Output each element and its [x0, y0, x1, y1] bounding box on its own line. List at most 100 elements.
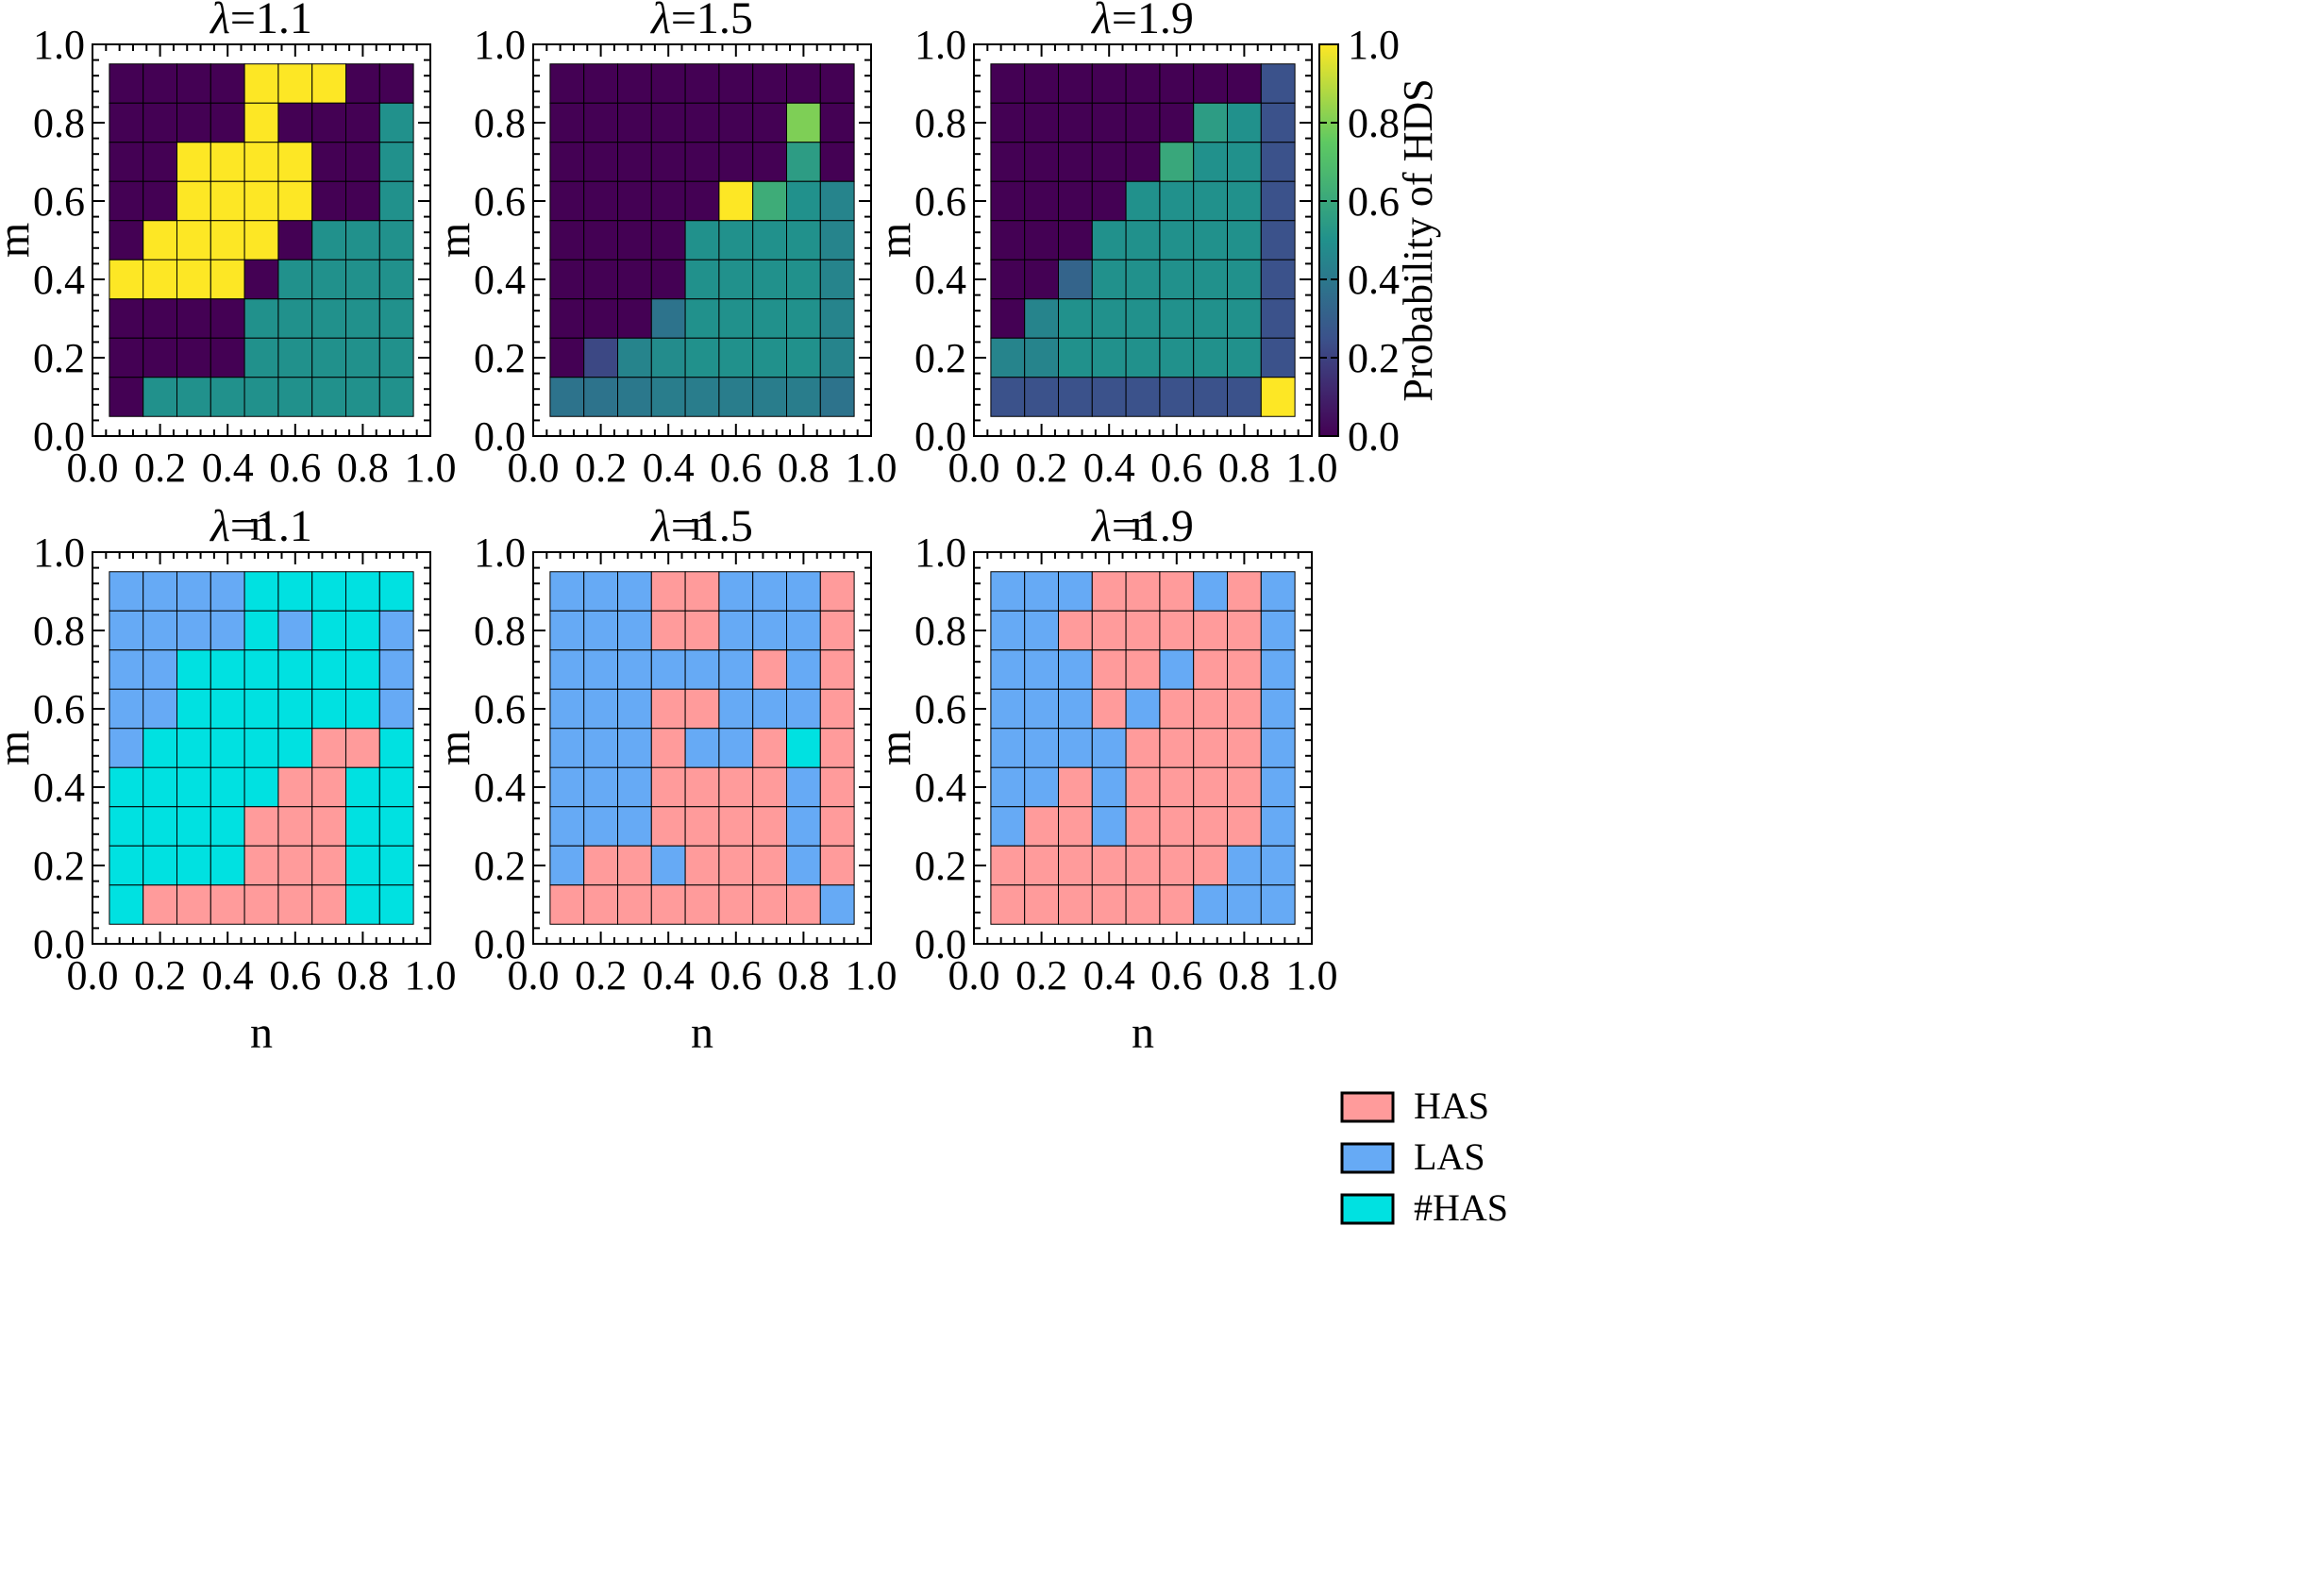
heatmap-cell [650, 180, 686, 222]
heatmap-cell [1227, 220, 1262, 260]
heatmap-cell [1058, 337, 1093, 378]
y-tick-label: 0.0 [474, 413, 526, 460]
heatmap-cell [1227, 298, 1262, 339]
heatmap-cell [277, 259, 313, 300]
heatmap-cell [311, 884, 347, 925]
heatmap-cell [617, 649, 652, 690]
heatmap-cell [243, 610, 279, 651]
heatmap-cell [243, 377, 279, 417]
heatmap-cell [786, 220, 821, 260]
heatmap-cell [583, 610, 619, 651]
panel-title: λ=1.9 [1090, 501, 1194, 551]
x-tick-label: 0.6 [1150, 445, 1202, 491]
axes-frame [92, 551, 431, 945]
heatmap-cell [311, 649, 347, 690]
heatmap-cell [990, 884, 1026, 925]
heatmap-cell [1193, 571, 1228, 612]
heatmap-cell [210, 610, 245, 651]
y-tick-label: 1.0 [33, 22, 85, 68]
heatmap-cell [1091, 102, 1127, 143]
heatmap-cell [176, 766, 211, 808]
heatmap-cell [143, 884, 177, 925]
heatmap-cell [378, 806, 414, 847]
panel-title: λ=1.1 [209, 501, 312, 551]
x-tick-label: 0.0 [948, 952, 1000, 999]
heatmap-cell [1024, 298, 1059, 339]
heatmap-cell [583, 377, 619, 417]
heatmap-cell [1091, 571, 1127, 612]
heatmap-cell [752, 63, 788, 104]
y-tick-label: 1.0 [914, 529, 966, 576]
y-tick-label: 0.2 [33, 335, 85, 381]
ticks [92, 43, 431, 437]
heatmap-cell [1227, 610, 1262, 651]
panel-title: λ=1.5 [649, 501, 753, 551]
heatmap-cell [684, 63, 720, 104]
heatmap-cell [176, 377, 211, 417]
heatmap-cell [617, 180, 652, 222]
heatmap-cell [1260, 102, 1296, 143]
heatmap-cell [1125, 298, 1161, 339]
heatmap-cell [819, 377, 855, 417]
heatmap-cell [1227, 766, 1262, 808]
y-tick-label: 0.8 [474, 100, 526, 146]
heatmap-cell [1227, 806, 1262, 847]
heatmap-cell [1125, 806, 1161, 847]
heatmap-cell [684, 259, 720, 300]
heatmap-cell [786, 377, 821, 417]
heatmap-cell [176, 845, 211, 886]
heatmap-cell [786, 884, 821, 925]
heatmap-cell [277, 337, 313, 378]
heatmap-cell [1227, 142, 1262, 182]
heatmap-cell [990, 220, 1026, 260]
heatmap-cell [786, 63, 821, 104]
ticks [92, 551, 431, 945]
heatmap-cell [1159, 610, 1195, 651]
y-tick-label: 0.6 [33, 178, 85, 225]
heatmap-cell [1058, 649, 1093, 690]
heatmap-cell [1091, 688, 1127, 730]
heatmap-cell [684, 649, 720, 690]
heatmap-cell [1058, 571, 1093, 612]
heatmap-cell [378, 688, 414, 730]
heatmap-cell [277, 298, 313, 339]
heatmap-cell [1058, 102, 1093, 143]
heatmap-cell [1260, 766, 1296, 808]
y-tick-label: 0.2 [474, 335, 526, 381]
x-tick-label: 1.0 [405, 445, 457, 491]
heatmap-cell [990, 806, 1026, 847]
heatmap-cell [684, 884, 720, 925]
heatmap-cell [718, 649, 754, 690]
heatmap-cell [617, 766, 652, 808]
heatmap-cell [990, 102, 1026, 143]
heatmap-cell [786, 337, 821, 378]
heatmap-cell [617, 610, 652, 651]
heatmap-cell [617, 571, 652, 612]
heatmap-cell [990, 845, 1026, 886]
heatmap-cell [1193, 337, 1228, 378]
heatmap-cell [819, 142, 855, 182]
heatmap-cell [1024, 884, 1059, 925]
heatmap-cell [1091, 298, 1127, 339]
y-tick-label: 0.8 [914, 100, 966, 146]
x-tick-label: 0.6 [710, 445, 762, 491]
heatmap-cell [650, 806, 686, 847]
heatmap-cell [176, 142, 211, 182]
heatmap-cell [210, 259, 245, 300]
heatmap-cell [143, 259, 177, 300]
heatmap-cell [1091, 728, 1127, 768]
colorbar-label: Probability of HDS [1395, 78, 1441, 401]
ticks [973, 43, 1313, 437]
heatmap-cell [1193, 259, 1228, 300]
heatmap-cell [345, 845, 380, 886]
lambda-symbol: λ [649, 0, 671, 43]
heatmap-cell [684, 298, 720, 339]
heatmap-cell [311, 102, 347, 143]
heatmap-cell [786, 806, 821, 847]
heatmap-cell [378, 845, 414, 886]
heatmap-cell [243, 571, 279, 612]
heatmap-cell [378, 63, 414, 104]
heatmap-cell [1193, 180, 1228, 222]
heatmap-cell [210, 649, 245, 690]
y-tick-label: 1.0 [474, 22, 526, 68]
